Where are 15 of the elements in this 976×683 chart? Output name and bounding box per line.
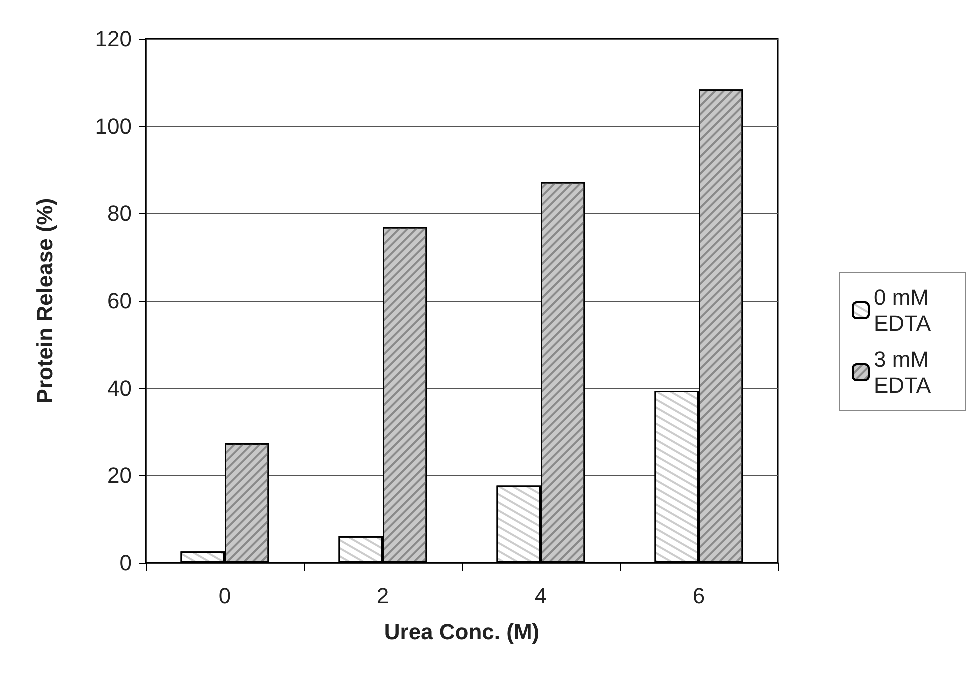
y-tick-label: 40 xyxy=(108,376,132,401)
legend-label: 3 mM EDTA xyxy=(874,347,936,398)
legend-label: 0 mM EDTA xyxy=(874,285,936,336)
x-tick-label: 0 xyxy=(218,584,232,608)
x-tick-label: 6 xyxy=(692,584,706,608)
x-tick-label: 4 xyxy=(534,584,548,608)
y-tick-label: 100 xyxy=(95,114,132,139)
y-tick-label: 80 xyxy=(108,201,132,226)
y-tick-label: 120 xyxy=(95,26,132,52)
y-tick-label: 60 xyxy=(108,288,132,314)
y-tick-label: 0 xyxy=(120,550,132,576)
x-axis-title: Urea Conc. (M) xyxy=(384,620,540,644)
x-tick-label: 2 xyxy=(376,584,390,608)
y-tick-label: 20 xyxy=(108,463,132,488)
y-axis-title: Protein Release (%) xyxy=(32,198,58,404)
